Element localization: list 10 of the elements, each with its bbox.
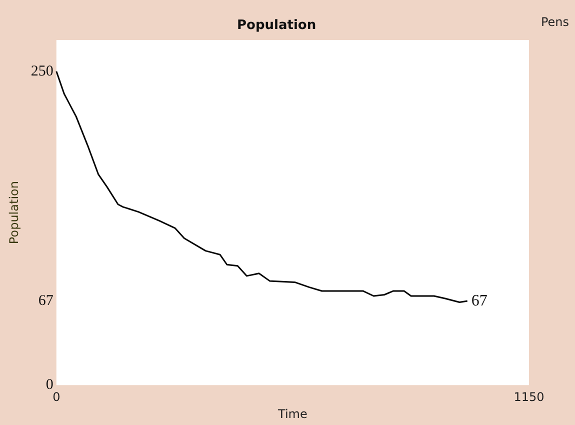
- y-tick-label: 0: [46, 377, 54, 394]
- line-series: [56, 70, 468, 304]
- annotation: 67: [471, 292, 488, 310]
- text: Pens: [540, 15, 570, 29]
- y-tick-label: 250: [30, 63, 54, 80]
- y-tick-label: 67: [38, 293, 54, 310]
- x-axis-title: Time: [277, 407, 308, 421]
- y-axis-title: Population: [7, 181, 21, 244]
- x-tick-label: 1150: [514, 390, 544, 404]
- chart-title: Population: [237, 18, 316, 33]
